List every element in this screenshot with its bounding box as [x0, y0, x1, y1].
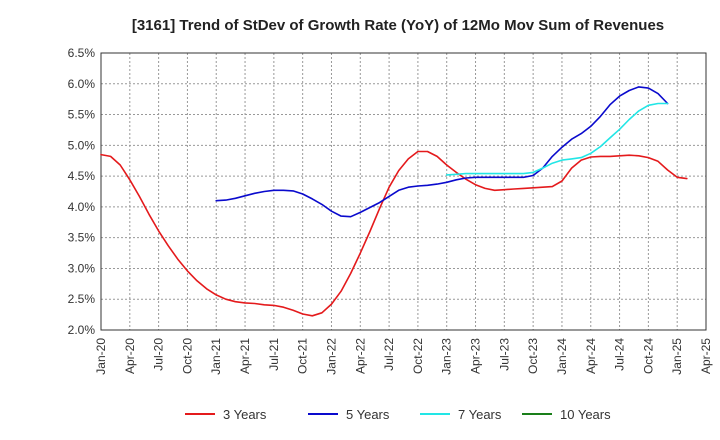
y-tick-label: 3.0%	[68, 261, 96, 275]
x-tick-label: Jul-24	[613, 338, 627, 371]
x-tick-label: Oct-23	[526, 338, 540, 374]
y-tick-label: 5.0%	[68, 138, 96, 152]
plot-area	[101, 53, 706, 330]
series-lines	[100, 86, 688, 317]
x-tick-label: Jan-21	[209, 338, 223, 375]
y-tick-label: 4.0%	[68, 200, 96, 214]
x-tick-label: Apr-25	[699, 338, 713, 374]
y-tick-label: 6.0%	[68, 77, 96, 91]
legend-label-7-years: 7 Years	[458, 407, 502, 422]
x-tick-label: Apr-24	[584, 338, 598, 374]
x-tick-label: Apr-20	[123, 338, 137, 374]
x-tick-label: Jan-25	[670, 338, 684, 375]
legend-label-5-years: 5 Years	[346, 407, 390, 422]
x-tick-label: Jul-21	[267, 338, 281, 371]
grid	[100, 52, 707, 331]
x-tick-label: Jul-20	[152, 338, 166, 371]
legend-label-3-years: 3 Years	[223, 407, 267, 422]
series-line-7-years	[445, 102, 669, 176]
y-tick-label: 6.5%	[68, 46, 96, 60]
x-tick-label: Apr-21	[238, 338, 252, 374]
legend-label-10-years: 10 Years	[560, 407, 611, 422]
x-tick-label: Jul-22	[382, 338, 396, 371]
plot-frame	[100, 52, 707, 331]
series-line-3-years	[100, 150, 688, 317]
x-tick-label: Jan-20	[94, 338, 108, 375]
x-tick-label: Jan-23	[440, 338, 454, 375]
y-tick-label: 3.5%	[68, 231, 96, 245]
x-tick-label: Oct-21	[296, 338, 310, 374]
x-tick-label: Oct-20	[180, 338, 194, 374]
x-tick-label: Oct-22	[411, 338, 425, 374]
x-tick-label: Jul-23	[497, 338, 511, 371]
x-tick-label: Jan-24	[555, 338, 569, 375]
y-tick-label: 4.5%	[68, 169, 96, 183]
axes: 2.0% 2.5% 3.0% 3.5% 4.0% 4.5% 5.0% 5.5% 6.0% 6.5%…	[68, 46, 713, 375]
legend: 3 Years 5 Years 7 Years 10 Years	[185, 407, 611, 422]
x-tick-label: Oct-24	[641, 338, 655, 374]
chart-title: [3161] Trend of StDev of Growth Rate (Yo…	[132, 17, 664, 34]
y-tick-label: 5.5%	[68, 108, 96, 122]
series-line-5-years	[215, 86, 669, 218]
y-tick-label: 2.5%	[68, 292, 96, 306]
x-tick-label: Jan-22	[324, 338, 338, 375]
x-tick-label: Apr-23	[469, 338, 483, 374]
y-tick-label: 2.0%	[68, 323, 96, 337]
x-tick-label: Apr-22	[353, 338, 367, 374]
